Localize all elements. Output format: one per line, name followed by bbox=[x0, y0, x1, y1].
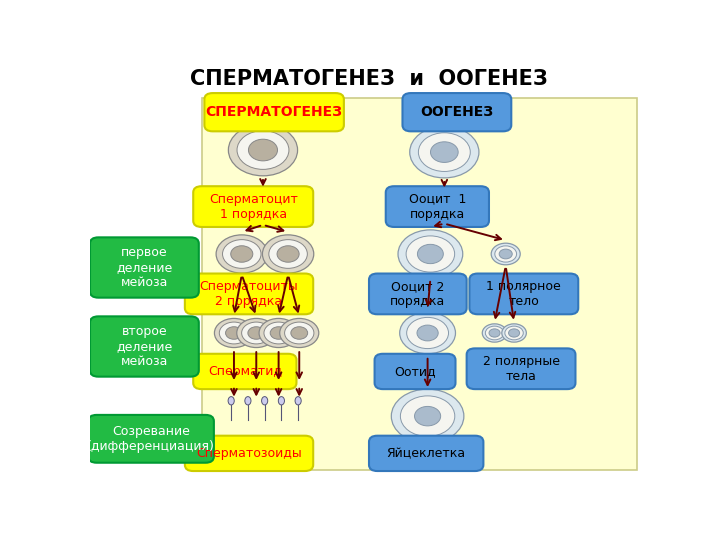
Circle shape bbox=[489, 329, 500, 337]
Ellipse shape bbox=[295, 396, 301, 405]
Circle shape bbox=[237, 131, 289, 170]
Circle shape bbox=[277, 246, 299, 262]
Circle shape bbox=[502, 324, 526, 342]
Text: Созревание
(дифференциация): Созревание (дифференциация) bbox=[87, 425, 215, 453]
Ellipse shape bbox=[228, 396, 234, 405]
FancyBboxPatch shape bbox=[402, 93, 511, 131]
Circle shape bbox=[417, 325, 438, 341]
FancyBboxPatch shape bbox=[202, 98, 637, 470]
Text: СПЕРМАТОГЕНЕЗ  и  ООГЕНЕЗ: СПЕРМАТОГЕНЕЗ и ООГЕНЕЗ bbox=[190, 69, 548, 89]
FancyBboxPatch shape bbox=[204, 93, 344, 131]
Circle shape bbox=[230, 246, 253, 262]
FancyBboxPatch shape bbox=[90, 238, 199, 298]
Circle shape bbox=[242, 322, 271, 344]
Circle shape bbox=[418, 244, 444, 264]
FancyBboxPatch shape bbox=[369, 436, 483, 471]
Circle shape bbox=[407, 318, 449, 349]
FancyBboxPatch shape bbox=[386, 186, 489, 227]
Text: 2 полярные
тела: 2 полярные тела bbox=[482, 355, 559, 383]
FancyBboxPatch shape bbox=[185, 274, 313, 314]
FancyBboxPatch shape bbox=[374, 354, 456, 389]
Circle shape bbox=[216, 235, 267, 273]
Text: Оотид: Оотид bbox=[395, 365, 436, 378]
Text: Сперматозоиды: Сперматозоиды bbox=[196, 447, 302, 460]
Text: Ооцит  1
порядка: Ооцит 1 порядка bbox=[409, 193, 466, 220]
Text: второе
деление
мейоза: второе деление мейоза bbox=[117, 325, 173, 368]
Circle shape bbox=[491, 243, 521, 265]
FancyBboxPatch shape bbox=[369, 274, 467, 314]
Text: Ооцит 2
порядка: Ооцит 2 порядка bbox=[390, 280, 446, 308]
Text: Сперматид: Сперматид bbox=[208, 365, 282, 378]
Circle shape bbox=[415, 407, 441, 426]
Circle shape bbox=[280, 319, 319, 348]
Circle shape bbox=[495, 246, 516, 262]
Circle shape bbox=[508, 329, 520, 337]
Circle shape bbox=[284, 322, 314, 344]
Text: Сперматоциты
2 порядка: Сперматоциты 2 порядка bbox=[199, 280, 298, 308]
Ellipse shape bbox=[261, 396, 268, 405]
Circle shape bbox=[248, 139, 277, 161]
Circle shape bbox=[400, 396, 455, 436]
Circle shape bbox=[400, 312, 456, 354]
Circle shape bbox=[264, 322, 293, 344]
FancyBboxPatch shape bbox=[89, 415, 214, 463]
FancyBboxPatch shape bbox=[193, 354, 297, 389]
Circle shape bbox=[392, 389, 464, 443]
Circle shape bbox=[248, 327, 265, 339]
Circle shape bbox=[225, 327, 243, 339]
Circle shape bbox=[499, 249, 512, 259]
Circle shape bbox=[220, 322, 248, 344]
Circle shape bbox=[431, 142, 458, 163]
Circle shape bbox=[482, 324, 507, 342]
Circle shape bbox=[410, 126, 479, 178]
Text: первое
деление
мейоза: первое деление мейоза bbox=[117, 246, 173, 289]
FancyBboxPatch shape bbox=[467, 348, 575, 389]
Circle shape bbox=[237, 319, 276, 348]
Circle shape bbox=[398, 230, 463, 278]
Circle shape bbox=[228, 124, 297, 176]
Text: 1 полярное
тело: 1 полярное тело bbox=[487, 280, 561, 308]
Text: Яйцеклетка: Яйцеклетка bbox=[387, 447, 466, 460]
Circle shape bbox=[270, 327, 287, 339]
Text: Сперматоцит
1 порядка: Сперматоцит 1 порядка bbox=[209, 193, 297, 220]
Circle shape bbox=[485, 326, 504, 340]
Circle shape bbox=[505, 326, 523, 340]
Text: ООГЕНЕЗ: ООГЕНЕЗ bbox=[420, 105, 493, 119]
FancyBboxPatch shape bbox=[469, 274, 578, 314]
Ellipse shape bbox=[279, 396, 284, 405]
Ellipse shape bbox=[245, 396, 251, 405]
Circle shape bbox=[406, 236, 454, 272]
Circle shape bbox=[262, 235, 314, 273]
Circle shape bbox=[269, 240, 307, 268]
Circle shape bbox=[222, 240, 261, 268]
Text: СПЕРМАТОГЕНЕЗ: СПЕРМАТОГЕНЕЗ bbox=[206, 105, 343, 119]
Circle shape bbox=[291, 327, 307, 339]
FancyBboxPatch shape bbox=[90, 316, 199, 377]
Circle shape bbox=[215, 319, 253, 348]
Circle shape bbox=[259, 319, 298, 348]
FancyBboxPatch shape bbox=[193, 186, 313, 227]
Circle shape bbox=[418, 133, 470, 172]
FancyBboxPatch shape bbox=[185, 436, 313, 471]
